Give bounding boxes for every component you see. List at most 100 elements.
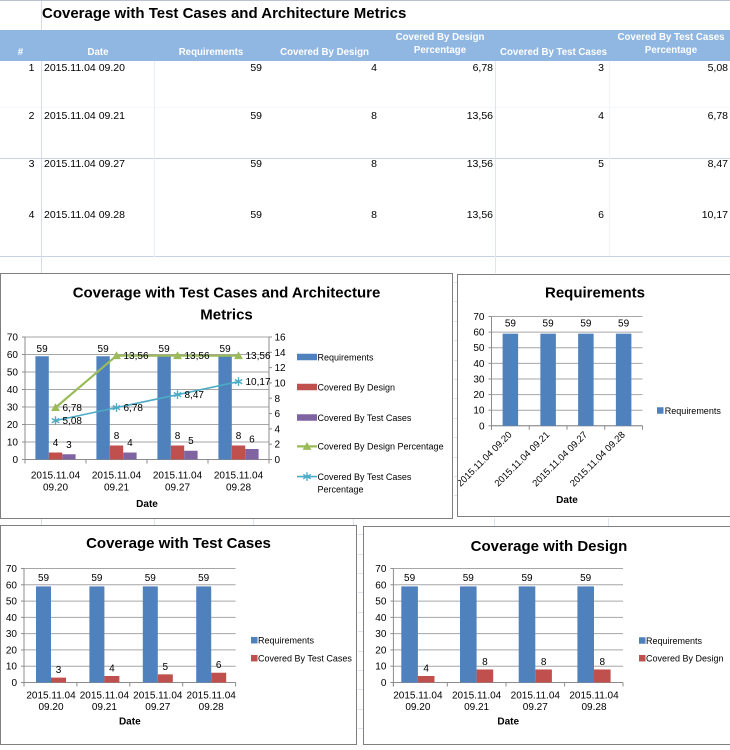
svg-text:59: 59 (463, 573, 475, 584)
svg-text:59: 59 (220, 344, 232, 355)
svg-text:50: 50 (7, 368, 19, 379)
svg-text:4: 4 (127, 438, 133, 449)
svg-text:09.27: 09.27 (523, 702, 548, 713)
svg-text:10: 10 (275, 378, 287, 389)
svg-text:09.28: 09.28 (581, 702, 606, 713)
svg-text:59: 59 (618, 319, 630, 330)
svg-text:6: 6 (275, 409, 281, 420)
svg-text:10: 10 (7, 438, 19, 449)
svg-text:50: 50 (375, 597, 387, 608)
svg-text:59: 59 (505, 319, 517, 330)
svg-text:Covered By Design Percentage: Covered By Design Percentage (318, 442, 444, 452)
svg-text:40: 40 (7, 385, 19, 396)
svg-text:20: 20 (473, 390, 485, 401)
svg-text:3: 3 (56, 665, 62, 676)
svg-text:12: 12 (275, 363, 287, 374)
svg-text:09.20: 09.20 (405, 702, 430, 713)
svg-text:59: 59 (521, 573, 533, 584)
svg-text:6: 6 (249, 435, 255, 446)
svg-text:Coverage with Design: Coverage with Design (471, 538, 628, 555)
svg-text:40: 40 (375, 613, 387, 624)
svg-text:59: 59 (404, 573, 416, 584)
svg-text:09.20: 09.20 (43, 483, 68, 494)
svg-text:59: 59 (580, 319, 592, 330)
svg-text:0: 0 (275, 455, 281, 466)
svg-text:59: 59 (543, 319, 555, 330)
svg-text:3: 3 (66, 440, 72, 451)
svg-text:60: 60 (7, 350, 19, 361)
svg-text:13,56: 13,56 (246, 351, 271, 362)
svg-text:Requirements: Requirements (646, 636, 703, 646)
svg-text:20: 20 (7, 420, 19, 431)
svg-text:50: 50 (6, 597, 18, 608)
svg-text:8,47: 8,47 (185, 390, 205, 401)
svg-text:2015.11.04: 2015.11.04 (187, 691, 237, 702)
svg-text:0: 0 (381, 678, 387, 689)
svg-text:59: 59 (91, 573, 103, 584)
svg-text:5: 5 (188, 436, 194, 447)
svg-text:2015.11.04: 2015.11.04 (569, 691, 619, 702)
svg-text:59: 59 (145, 573, 157, 584)
svg-text:Date: Date (556, 495, 578, 506)
svg-text:2: 2 (275, 440, 281, 451)
svg-text:09.20: 09.20 (38, 702, 63, 713)
svg-text:0: 0 (479, 421, 485, 432)
svg-text:30: 30 (375, 629, 387, 640)
svg-text:59: 59 (38, 573, 50, 584)
svg-text:09.21: 09.21 (464, 702, 489, 713)
svg-text:Covered By Design: Covered By Design (318, 382, 396, 392)
svg-text:16: 16 (275, 333, 287, 344)
svg-text:70: 70 (473, 312, 485, 323)
svg-text:59: 59 (580, 573, 592, 584)
svg-text:60: 60 (375, 580, 387, 591)
svg-text:2015.11.04: 2015.11.04 (92, 471, 142, 482)
svg-text:Coverage with Test Cases and A: Coverage with Test Cases and Architectur… (73, 285, 381, 302)
svg-text:59: 59 (37, 344, 49, 355)
svg-text:40: 40 (6, 613, 18, 624)
svg-text:5: 5 (163, 662, 169, 673)
svg-text:30: 30 (473, 375, 485, 386)
svg-text:Requirements: Requirements (318, 352, 375, 362)
svg-text:8: 8 (114, 431, 120, 442)
svg-text:13,56: 13,56 (185, 351, 210, 362)
svg-text:0: 0 (12, 455, 18, 466)
svg-text:Date: Date (119, 717, 141, 728)
svg-text:2015.11.04: 2015.11.04 (393, 691, 443, 702)
svg-text:Covered By Design: Covered By Design (646, 654, 724, 664)
svg-text:50: 50 (473, 343, 485, 354)
svg-text:4: 4 (53, 438, 59, 449)
svg-text:14: 14 (275, 348, 287, 359)
svg-text:Coverage with Test Cases: Coverage with Test Cases (86, 535, 271, 552)
svg-text:Requirements: Requirements (665, 406, 722, 416)
svg-text:20: 20 (6, 645, 18, 656)
svg-text:20: 20 (375, 645, 387, 656)
svg-text:8: 8 (541, 657, 547, 668)
svg-text:2015.11.04: 2015.11.04 (31, 471, 81, 482)
svg-text:8: 8 (275, 394, 281, 405)
svg-text:Metrics: Metrics (200, 307, 253, 324)
svg-text:4: 4 (423, 664, 429, 675)
svg-text:Date: Date (497, 717, 519, 728)
svg-text:Covered By Test Cases: Covered By Test Cases (318, 472, 412, 482)
svg-text:8: 8 (236, 431, 242, 442)
svg-text:13,56: 13,56 (124, 351, 149, 362)
svg-text:2015.11.04: 2015.11.04 (26, 691, 76, 702)
svg-text:4: 4 (109, 664, 115, 675)
svg-text:10: 10 (375, 662, 387, 673)
svg-text:59: 59 (159, 344, 171, 355)
svg-text:59: 59 (198, 573, 210, 584)
svg-text:10: 10 (473, 406, 485, 417)
svg-text:Date: Date (136, 499, 158, 510)
svg-text:09.21: 09.21 (104, 483, 129, 494)
svg-text:0: 0 (11, 678, 17, 689)
svg-text:5,08: 5,08 (63, 416, 83, 427)
svg-text:Covered By Test Cases: Covered By Test Cases (258, 654, 352, 664)
svg-text:59: 59 (98, 344, 110, 355)
svg-text:10: 10 (6, 662, 18, 673)
svg-text:Requirements: Requirements (545, 285, 645, 302)
svg-text:60: 60 (6, 580, 18, 591)
svg-text:6,78: 6,78 (124, 403, 144, 414)
svg-text:2015.11.04: 2015.11.04 (214, 471, 264, 482)
svg-text:09.28: 09.28 (226, 483, 251, 494)
svg-text:2015.11.04: 2015.11.04 (133, 691, 183, 702)
